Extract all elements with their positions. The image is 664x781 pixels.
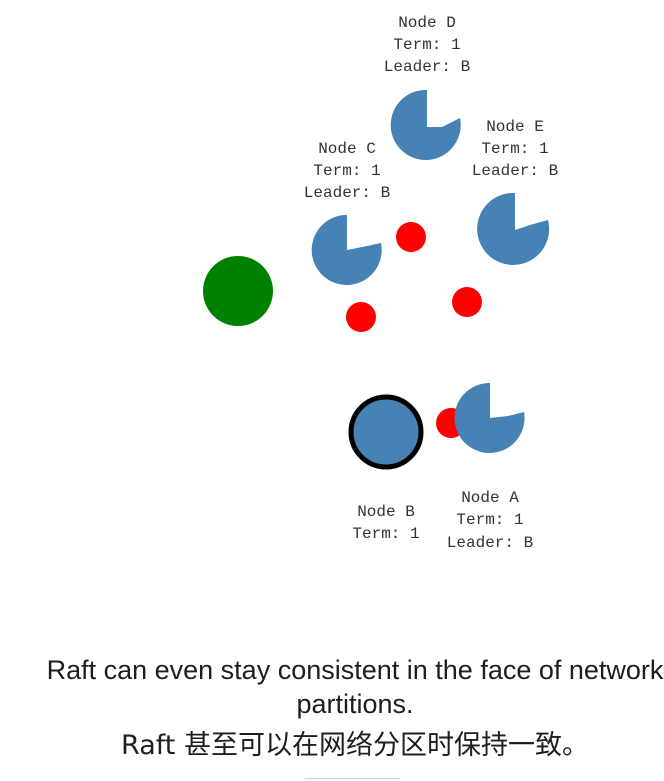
node-a[interactable]: Node A Term: 1 Leader: B [447,382,533,552]
node-d-leader: Leader: B [384,58,470,76]
caption-chinese: Raft 甚至可以在网络分区时保持一致。 [121,730,589,761]
node-c-term: Term: 1 [313,162,380,180]
node-c[interactable]: Node C Term: 1 Leader: B [304,140,390,285]
node-e-term: Term: 1 [481,140,548,158]
node-c-name: Node C [318,140,376,158]
node-b-circle[interactable] [348,394,424,470]
node-b-name: Node B [357,503,415,521]
node-e[interactable]: Node E Term: 1 Leader: B [472,118,558,265]
node-d[interactable]: Node D Term: 1 Leader: B [384,14,470,160]
node-b-term: Term: 1 [352,525,419,543]
node-a-term: Term: 1 [456,511,523,529]
client-node[interactable] [203,256,273,326]
node-e-circle[interactable] [477,192,550,265]
node-c-circle[interactable] [311,214,382,285]
caption-english: Raft can even stay consistent in the fac… [46,655,664,719]
node-c-leader: Leader: B [304,184,390,202]
message-dot-3 [346,302,376,332]
node-a-name: Node A [461,489,519,507]
node-a-leader: Leader: B [447,534,533,552]
node-a-circle[interactable] [454,382,525,453]
node-b[interactable]: Node B Term: 1 [348,394,424,543]
node-d-name: Node D [398,14,456,32]
node-e-leader: Leader: B [472,162,558,180]
node-d-term: Term: 1 [393,36,460,54]
bottom-divider [305,778,400,779]
node-d-circle[interactable] [390,89,461,160]
message-dot-1 [396,222,426,252]
node-e-name: Node E [486,118,544,136]
message-dot-2 [452,287,482,317]
